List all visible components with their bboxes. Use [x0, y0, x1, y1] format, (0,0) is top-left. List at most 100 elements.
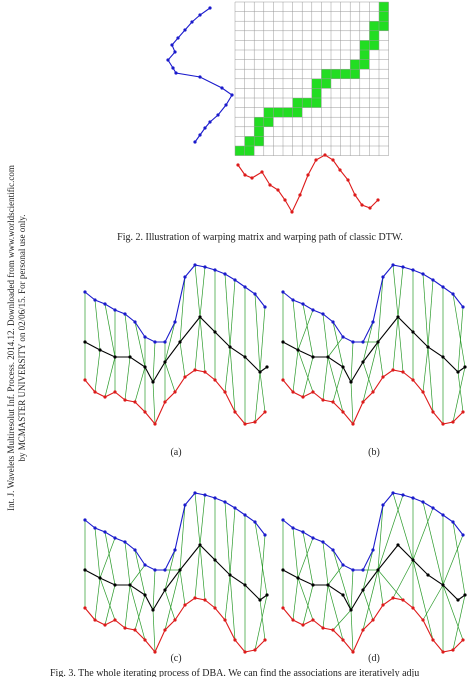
reference-series-point: [276, 188, 280, 192]
average-series-point: [228, 573, 232, 577]
series-red-point: [83, 378, 87, 382]
association: [332, 321, 344, 368]
series-red-point: [213, 606, 217, 610]
series-blue-point: [193, 263, 197, 267]
series-red-point: [153, 650, 157, 654]
series-red-point: [233, 410, 237, 414]
series-blue-point: [331, 320, 335, 324]
panel-label: (c): [170, 653, 181, 664]
path-cell: [359, 50, 370, 60]
series-blue-point: [421, 272, 425, 276]
average-series-point: [128, 583, 132, 587]
series-blue-point: [401, 265, 405, 269]
average-series-point: [98, 576, 102, 580]
series-blue-point: [341, 563, 345, 567]
association: [194, 316, 201, 371]
series-blue-point: [223, 500, 227, 504]
series-red-point: [311, 390, 315, 394]
average-series: [282, 316, 466, 384]
association: [224, 574, 231, 621]
series-red-point: [183, 603, 187, 607]
association: [377, 569, 404, 601]
series-red-point: [253, 648, 257, 652]
path-cell: [283, 107, 293, 118]
association: [457, 306, 464, 373]
association: [422, 584, 444, 621]
series-blue-point: [83, 290, 87, 294]
query-series-point: [208, 120, 212, 124]
average-series-point: [198, 315, 202, 319]
reference-series-point: [368, 206, 372, 210]
association: [322, 356, 329, 401]
association: [297, 537, 314, 579]
series-blue-point: [173, 548, 177, 552]
series-blue-point: [153, 340, 157, 344]
series-red-point: [183, 375, 187, 379]
association: [199, 266, 206, 318]
average-series-point: [228, 345, 232, 349]
series-red-point: [351, 422, 355, 426]
association: [377, 276, 384, 343]
series-blue-point: [253, 292, 257, 296]
series-red-point: [411, 606, 415, 610]
series-red: [84, 369, 266, 426]
path-cell: [359, 40, 370, 50]
series-red-point: [113, 618, 117, 622]
reference-series-point: [338, 168, 342, 172]
query-series-point: [224, 103, 228, 107]
association: [129, 564, 146, 586]
path-cell: [292, 107, 303, 118]
series-blue-point: [371, 548, 375, 552]
association: [350, 609, 354, 653]
series-blue-point: [451, 292, 455, 296]
association: [362, 569, 379, 631]
series-blue-point: [461, 533, 465, 537]
query-series-point: [183, 28, 187, 32]
association: [350, 569, 354, 611]
series-blue-point: [291, 298, 295, 302]
series-red-point: [233, 638, 237, 642]
series-blue-point: [193, 491, 197, 495]
average-series: [84, 316, 268, 384]
average-series: [282, 544, 466, 612]
average-series-point: [463, 365, 467, 369]
series-blue: [282, 492, 464, 571]
average-series-point: [178, 340, 182, 344]
series-red-point: [243, 650, 247, 654]
association: [194, 544, 201, 599]
reference-series-point: [306, 173, 310, 177]
association: [104, 356, 116, 398]
association: [152, 381, 156, 425]
path-cell: [379, 21, 389, 31]
series-red-point: [223, 390, 227, 394]
association: [322, 584, 329, 629]
query-series-point: [176, 36, 180, 40]
average-series-point: [198, 543, 202, 547]
series-blue-point: [361, 340, 365, 344]
series-red-point: [93, 390, 97, 394]
association: [327, 356, 344, 413]
path-cell: [263, 107, 274, 118]
series-blue-point: [213, 496, 217, 500]
association: [152, 609, 156, 653]
series-red-point: [143, 410, 147, 414]
association: [134, 366, 146, 403]
association: [124, 356, 131, 401]
association: [350, 381, 354, 425]
association: [152, 341, 156, 383]
panel-label: (a): [170, 447, 181, 458]
association: [442, 584, 464, 641]
series-red-point: [103, 395, 107, 399]
association: [104, 531, 116, 586]
series-red-point: [341, 410, 345, 414]
path-cell: [311, 88, 322, 98]
series-blue: [282, 264, 464, 343]
panel: [281, 263, 467, 426]
series-blue-point: [93, 298, 97, 302]
query-series-point: [198, 13, 202, 17]
series-red-point: [133, 400, 137, 404]
path-cell: [321, 69, 331, 79]
reference-series-point: [283, 198, 287, 202]
association: [292, 527, 299, 579]
series-blue-point: [213, 268, 217, 272]
